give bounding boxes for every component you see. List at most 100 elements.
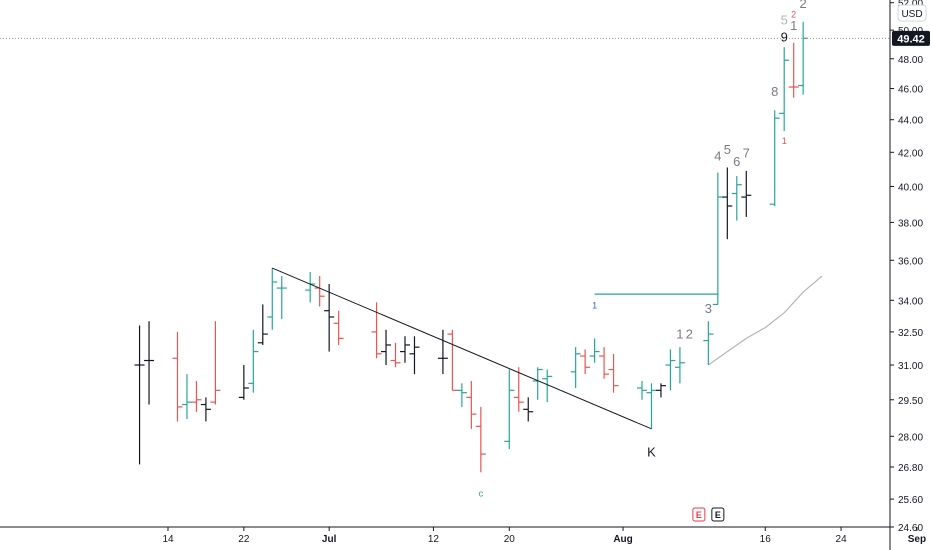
ohlc-bar <box>305 272 316 303</box>
ohlc-bar <box>570 347 581 388</box>
x-axis[interactable]: 14 22 Jul 12 20 Aug 16 24 Sep <box>162 527 926 545</box>
y-tick-label: 38.00 <box>898 218 923 229</box>
y-tick-label: 40.00 <box>898 182 923 193</box>
bar-count-marker: 3 <box>801 0 806 1</box>
bar-count-marker: 1 <box>782 136 787 146</box>
trendline <box>272 267 652 430</box>
ohlc-bar <box>324 284 335 352</box>
ohlc-bar <box>731 176 742 221</box>
ohlc-bar <box>722 167 733 240</box>
bar-count-marker: 5 <box>781 13 788 28</box>
ohlc-bar <box>381 329 392 366</box>
ohlc-bar <box>599 347 610 379</box>
ohlc-bar <box>608 353 619 393</box>
currency-badge[interactable]: USD <box>897 4 927 22</box>
y-tick-label: 32.50 <box>898 328 923 339</box>
ohlc-bar <box>466 381 477 429</box>
ohlc-bar <box>210 321 221 405</box>
y-tick-label: 44.00 <box>898 116 923 127</box>
y-tick-label: 42.00 <box>898 148 923 159</box>
bar-count-marker: 4 <box>714 149 721 164</box>
x-tick-label: Sep <box>908 534 926 545</box>
x-tick-label: 12 <box>428 534 440 545</box>
y-tick-label: 25.60 <box>898 495 923 506</box>
y-tick-label: 34.00 <box>898 296 923 307</box>
bar-count-marker: 6 <box>733 154 740 169</box>
x-tick-label: 16 <box>760 534 772 545</box>
ohlc-bar <box>703 321 714 366</box>
ohlc-bar <box>769 110 780 207</box>
y-tick-label: 24.60 <box>898 523 923 534</box>
ohlc-bars <box>134 21 809 473</box>
ohlc-bar <box>532 367 543 400</box>
ohlc-bar <box>779 47 790 131</box>
ohlc-bar <box>172 331 183 422</box>
currency-label: USD <box>901 9 922 20</box>
earnings-event-badge: E <box>711 507 725 522</box>
y-tick-label: 29.50 <box>898 396 923 407</box>
y-tick-label: 36.00 <box>898 256 923 267</box>
ohlc-bar <box>741 170 752 217</box>
bar-count-marker: 5 <box>724 142 731 157</box>
ohlc-bar <box>589 338 600 363</box>
bar-count-marker: 8 <box>771 84 778 99</box>
ohlc-bar <box>655 383 666 398</box>
x-tick-label: 14 <box>162 534 174 545</box>
event-badge-box <box>711 507 725 522</box>
ohlc-bar <box>447 329 458 391</box>
ohlc-bar <box>248 329 259 393</box>
ohlc-bar <box>437 329 448 375</box>
drawings <box>0 37 890 430</box>
event-badge-label: E <box>715 510 721 520</box>
bar-count-marker: 9 <box>781 29 788 44</box>
bar-count-marker: 3 <box>705 301 712 316</box>
ohlc-bar <box>134 325 145 465</box>
ohlc-bar <box>267 268 278 330</box>
ohlc-bar <box>513 367 524 412</box>
last-price-label: 49.42 <box>897 33 925 45</box>
ohlc-bar <box>181 374 192 420</box>
moving-average <box>708 275 823 366</box>
ohlc-bar <box>371 302 382 359</box>
ohlc-bar <box>712 172 723 306</box>
ohlc-bar <box>523 397 534 422</box>
x-tick-label: 22 <box>238 534 250 545</box>
moving-average-line <box>708 275 823 366</box>
y-tick-label: 31.00 <box>898 361 923 372</box>
ohlc-bar <box>788 42 799 98</box>
y-tick-label: 28.00 <box>898 432 923 443</box>
ohlc-bar <box>665 349 676 391</box>
ohlc-bar <box>191 381 202 412</box>
bar-count-marker: 1 <box>592 301 597 311</box>
ohlc-bar <box>144 321 155 405</box>
bar-count-marker: c <box>479 488 484 498</box>
y-axis[interactable]: 24.60 25.60 26.80 28.00 29.50 31.00 32.50 34.00… <box>890 0 923 534</box>
x-tick-label: Aug <box>613 534 632 545</box>
bar-count-marker: 2 <box>686 326 693 341</box>
y-tick-label: 46.00 <box>898 85 923 96</box>
ohlc-bar <box>542 369 553 403</box>
ohlc-bar <box>798 21 809 95</box>
ohlc-bar <box>637 381 647 400</box>
ohlc-bar <box>314 276 325 307</box>
bar-count-marker: 2 <box>791 10 796 20</box>
x-tick-label: Jul <box>322 534 337 545</box>
ohlc-bar <box>276 276 287 320</box>
ohlc-bar <box>257 304 268 345</box>
last-price-tag: 49.42 <box>892 30 930 46</box>
bar-count-marker: K <box>647 445 656 460</box>
bar-count-marker: 7 <box>743 145 750 160</box>
ohlc-bar <box>409 336 420 375</box>
event-badge-label: E <box>696 510 702 520</box>
y-tick-label: 26.80 <box>898 463 923 474</box>
event-badge-box <box>692 507 706 522</box>
bar-count-markers: 12345678951223G11cK <box>479 0 807 498</box>
earnings-event-badge: E <box>692 507 706 522</box>
ohlc-bar <box>400 336 410 363</box>
y-tick-label: 48.00 <box>898 55 923 66</box>
ohlc-bar <box>456 383 467 407</box>
ohlc-bar <box>333 310 344 345</box>
ohlc-bar <box>646 383 657 429</box>
